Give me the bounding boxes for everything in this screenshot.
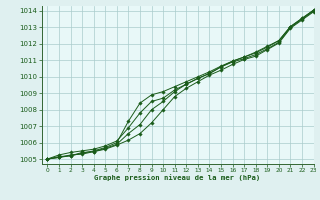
X-axis label: Graphe pression niveau de la mer (hPa): Graphe pression niveau de la mer (hPa) bbox=[94, 175, 261, 181]
